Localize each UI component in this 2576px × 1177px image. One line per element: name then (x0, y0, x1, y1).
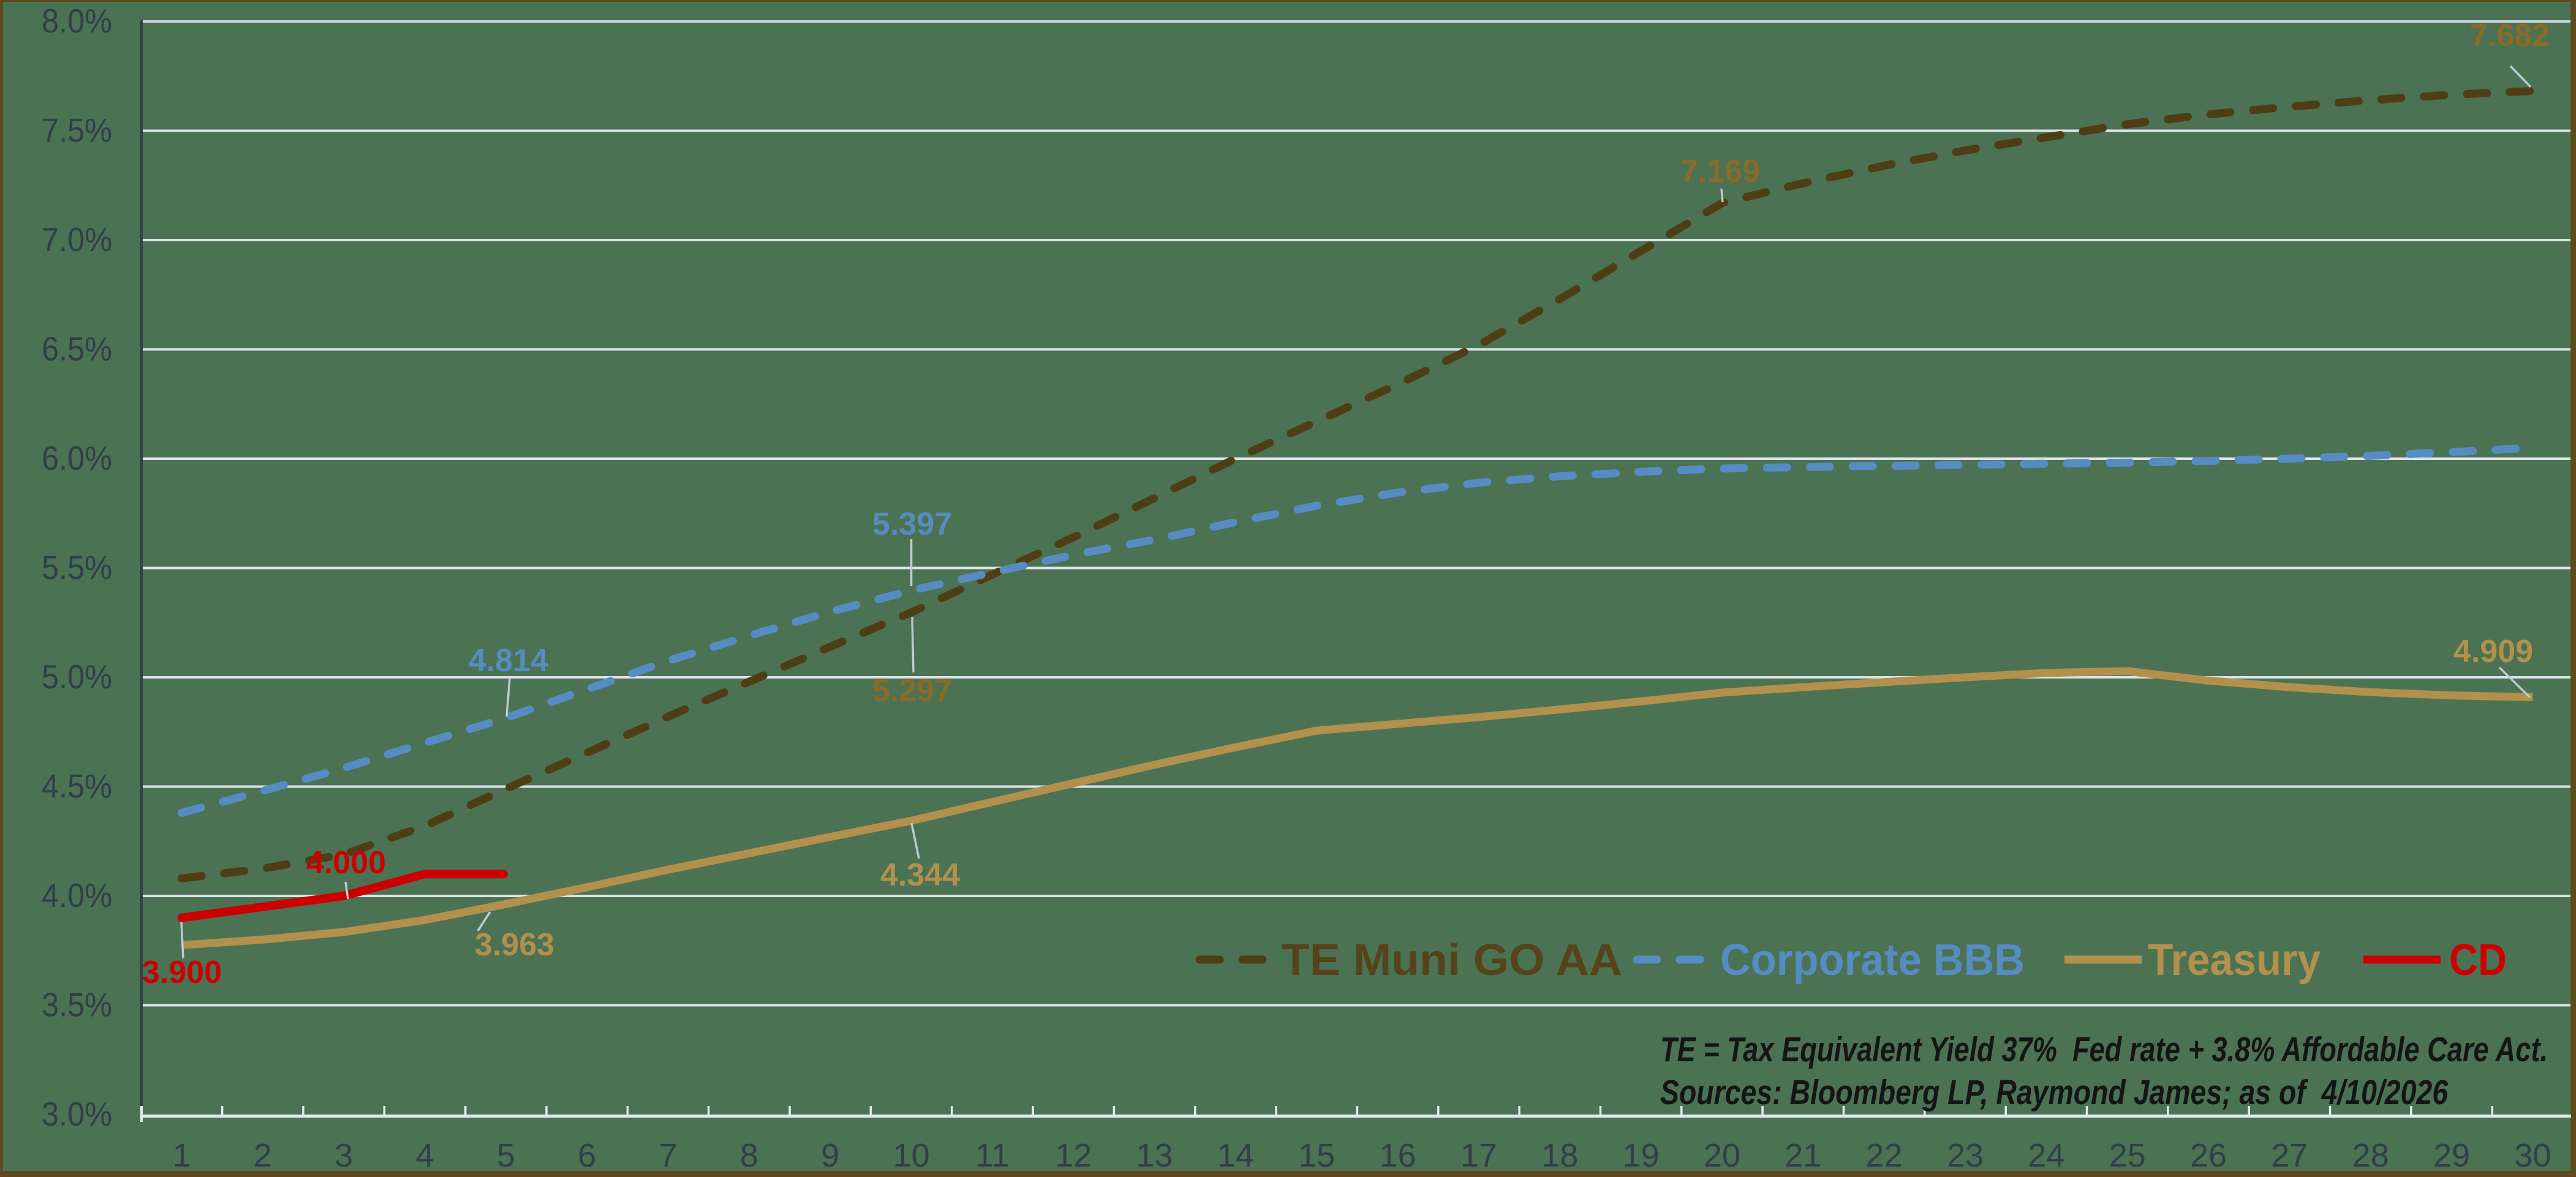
svg-text:11: 11 (975, 1137, 1010, 1174)
svg-text:30: 30 (2514, 1137, 2551, 1174)
svg-text:Treasury: Treasury (2148, 936, 2321, 985)
svg-text:4.909: 4.909 (2453, 634, 2533, 669)
svg-text:Corporate BBB: Corporate BBB (1720, 936, 2025, 985)
svg-text:16: 16 (1380, 1137, 1416, 1174)
svg-text:23: 23 (1947, 1137, 1984, 1174)
svg-text:4.0%: 4.0% (42, 876, 112, 914)
svg-text:25: 25 (2109, 1137, 2146, 1174)
svg-text:28: 28 (2352, 1137, 2389, 1174)
svg-text:21: 21 (1785, 1137, 1821, 1174)
svg-text:6.5%: 6.5% (42, 330, 112, 368)
svg-text:3.900: 3.900 (142, 955, 222, 990)
svg-text:24: 24 (2028, 1137, 2064, 1174)
svg-text:17: 17 (1460, 1137, 1497, 1174)
svg-text:7.5%: 7.5% (42, 111, 112, 149)
svg-text:10: 10 (893, 1137, 930, 1174)
svg-text:5.5%: 5.5% (42, 549, 112, 587)
svg-text:Sources: Bloomberg LP, Raymond: Sources: Bloomberg LP, Raymond James; as… (1660, 1073, 2448, 1112)
svg-text:15: 15 (1298, 1137, 1335, 1174)
svg-text:3.5%: 3.5% (42, 986, 112, 1024)
svg-text:TE Muni GO AA: TE Muni GO AA (1282, 936, 1622, 985)
svg-text:12: 12 (1055, 1137, 1092, 1174)
svg-text:5: 5 (497, 1137, 515, 1174)
svg-text:4: 4 (415, 1137, 434, 1174)
svg-text:6: 6 (578, 1137, 596, 1174)
svg-text:TE = Tax Equivalent Yield 37%: TE = Tax Equivalent Yield 37% Fed rate +… (1660, 1030, 2548, 1069)
svg-text:4.814: 4.814 (469, 643, 548, 679)
svg-text:2: 2 (254, 1137, 272, 1174)
svg-text:13: 13 (1136, 1137, 1173, 1174)
svg-text:29: 29 (2433, 1137, 2470, 1174)
svg-text:7.682: 7.682 (2470, 18, 2550, 53)
svg-text:7.0%: 7.0% (42, 220, 112, 258)
svg-text:8: 8 (740, 1137, 758, 1174)
svg-text:9: 9 (821, 1137, 839, 1174)
svg-text:CD: CD (2449, 936, 2507, 985)
svg-text:4.344: 4.344 (880, 857, 960, 893)
svg-text:3: 3 (334, 1137, 353, 1174)
svg-text:3.0%: 3.0% (42, 1095, 112, 1133)
svg-text:3.963: 3.963 (475, 927, 554, 963)
svg-text:27: 27 (2271, 1137, 2308, 1174)
svg-text:4.5%: 4.5% (42, 767, 112, 805)
svg-text:26: 26 (2190, 1137, 2227, 1174)
svg-text:6.0%: 6.0% (42, 439, 112, 477)
svg-text:22: 22 (1866, 1137, 1903, 1174)
svg-text:7: 7 (659, 1137, 677, 1174)
svg-text:19: 19 (1623, 1137, 1660, 1174)
svg-text:20: 20 (1704, 1137, 1740, 1174)
svg-text:8.0%: 8.0% (42, 2, 112, 40)
svg-text:14: 14 (1217, 1137, 1254, 1174)
svg-text:4.000: 4.000 (306, 845, 386, 881)
svg-text:18: 18 (1541, 1137, 1578, 1174)
svg-text:7.169: 7.169 (1680, 154, 1760, 189)
svg-text:1: 1 (172, 1137, 191, 1174)
svg-text:5.297: 5.297 (872, 673, 952, 709)
svg-text:5.397: 5.397 (872, 506, 952, 542)
svg-text:5.0%: 5.0% (42, 658, 112, 696)
